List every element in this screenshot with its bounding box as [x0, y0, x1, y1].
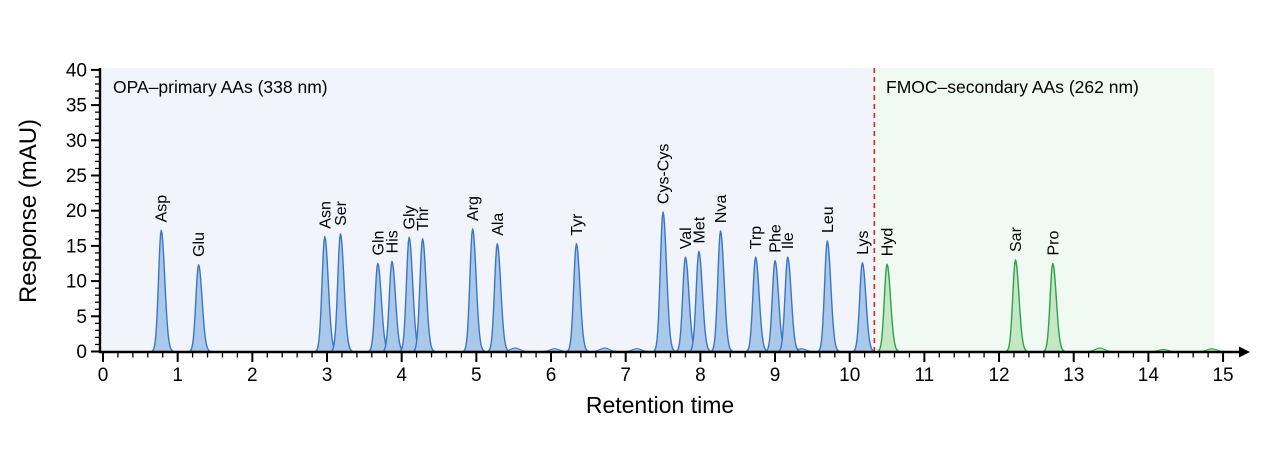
y-tick-label: 15 — [66, 236, 87, 257]
peak-label: Nva — [713, 195, 730, 224]
peak-label: Ser — [333, 200, 350, 226]
x-tick-label: 12 — [988, 365, 1009, 386]
peak-label: Sar — [1008, 226, 1025, 252]
chromatogram-traces — [151, 211, 1225, 353]
x-tick-label: 0 — [98, 365, 109, 386]
peak — [877, 263, 900, 353]
peak — [745, 256, 769, 353]
peak-label: Arg — [465, 196, 482, 221]
peak-label: Lys — [855, 230, 872, 254]
y-tick-label: 40 — [66, 60, 87, 81]
x-tick-label: 6 — [546, 365, 557, 386]
x-tick-label: 11 — [915, 365, 935, 386]
peak-label: Tyr — [569, 213, 586, 236]
region-title-fmoc: FMOC–secondary AAs (262 nm) — [886, 77, 1139, 97]
peak — [151, 229, 174, 353]
x-tick-label: 3 — [322, 365, 333, 386]
x-tick-label: 2 — [247, 365, 258, 386]
peak-label: Asp — [154, 195, 171, 223]
y-tick-label: 30 — [66, 131, 87, 152]
y-tick-label: 25 — [66, 166, 87, 187]
y-tick-label: 10 — [66, 272, 87, 293]
peak-label: Hyd — [880, 228, 897, 256]
peak — [1005, 259, 1029, 353]
x-axis-title: Retention time — [586, 392, 734, 418]
peak-label: Leu — [820, 206, 837, 233]
y-tick-label: 5 — [76, 307, 87, 328]
peak-label: Asn — [317, 201, 334, 229]
x-tick-label: 4 — [396, 365, 407, 386]
region-bg-fmoc — [874, 68, 1215, 352]
x-tick-label: 13 — [1063, 365, 1084, 386]
peak-label: Phe — [768, 224, 785, 253]
peak — [1043, 262, 1066, 353]
peak — [487, 243, 510, 353]
peak-label: His — [385, 230, 402, 253]
peak — [566, 243, 590, 353]
peak-label: Gly — [402, 206, 419, 230]
x-tick-label: 8 — [695, 365, 706, 386]
peak — [412, 238, 436, 353]
peak-label: Glu — [191, 232, 208, 257]
peak — [778, 256, 801, 353]
x-tick-label: 10 — [839, 365, 860, 386]
x-tick-label: 15 — [1212, 365, 1233, 386]
peak-label: Pro — [1045, 231, 1062, 256]
peak — [710, 230, 734, 353]
peak — [817, 240, 840, 353]
y-tick-label: 20 — [66, 201, 87, 222]
region-bg-opa — [101, 68, 875, 352]
peaks-fmoc — [877, 259, 1066, 353]
x-tick-label: 1 — [172, 365, 183, 386]
x-tick-label: 14 — [1138, 365, 1160, 386]
peak-label: Ala — [490, 213, 507, 236]
peak — [689, 250, 712, 353]
y-tick-label: 35 — [66, 96, 87, 117]
peak-label: Gln — [370, 231, 387, 256]
peak — [330, 233, 354, 353]
peak — [852, 262, 876, 353]
y-axis-title: Response (mAU) — [15, 119, 42, 303]
y-tick-label: 0 — [76, 342, 87, 363]
x-tick-label: 9 — [770, 365, 781, 386]
peak — [462, 228, 486, 353]
axes — [91, 68, 1250, 362]
region-backgrounds — [101, 68, 1215, 352]
peak-label: Ile — [780, 232, 797, 249]
x-axis-arrow — [1239, 346, 1250, 358]
x-tick-label: 7 — [620, 365, 631, 386]
x-tick-label: 5 — [471, 365, 482, 386]
peak-label: Cys-Cys — [656, 144, 673, 204]
peak-label: Met — [691, 216, 708, 243]
peaks-opa — [151, 211, 876, 353]
region-title-opa: OPA–primary AAs (338 nm) — [113, 77, 328, 97]
peak-label: Trp — [748, 226, 765, 250]
peak — [188, 264, 212, 353]
peak — [653, 211, 676, 353]
peak-label: Thr — [415, 206, 432, 231]
peak-label: Val — [678, 227, 695, 249]
